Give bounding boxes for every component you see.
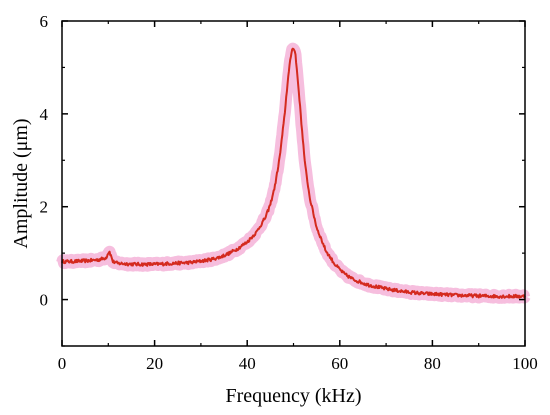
series-band — [56, 42, 531, 304]
tick-labels: 0 20 40 60 80 100 0 2 4 6 — [40, 12, 538, 373]
y-tick-label: 2 — [40, 198, 49, 217]
axis-ticks — [61, 20, 526, 347]
y-axis-label: Amplitude (μm) — [10, 118, 32, 248]
x-tick-label: 60 — [331, 354, 348, 373]
y-tick-label: 0 — [40, 291, 49, 310]
noise-band — [56, 42, 531, 304]
x-tick-label: 20 — [146, 354, 163, 373]
series-line — [61, 47, 526, 299]
x-tick-label: 0 — [58, 354, 67, 373]
y-tick-label: 4 — [40, 105, 49, 124]
x-tick-label: 80 — [424, 354, 441, 373]
x-axis-label: Frequency (kHz) — [225, 385, 361, 407]
x-tick-label: 100 — [512, 354, 538, 373]
x-tick-label: 40 — [239, 354, 256, 373]
data-series — [61, 47, 526, 299]
y-tick-label: 6 — [40, 12, 49, 31]
